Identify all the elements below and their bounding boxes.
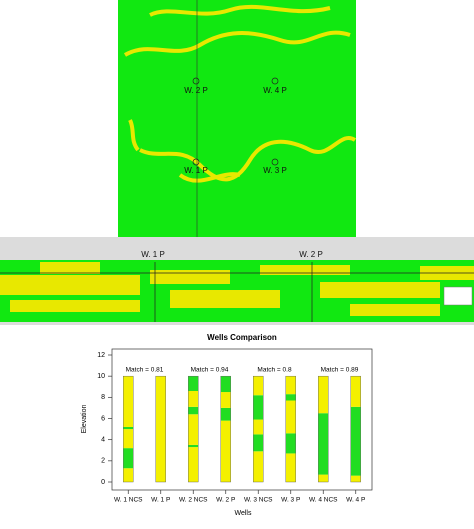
bar-segment — [285, 394, 296, 401]
x-tick-label: W. 2 NCS — [179, 497, 208, 504]
x-tick-label: W. 1 NCS — [114, 497, 143, 504]
bar-outline — [188, 375, 199, 483]
bar-outline — [318, 375, 329, 483]
bar-segment — [253, 376, 264, 396]
y-tick-label: 6 — [101, 415, 105, 422]
bar-segment — [188, 376, 199, 391]
bar-segment — [285, 433, 296, 454]
channels — [123, 4, 357, 183]
annotation: Match = 0.89 — [321, 367, 359, 374]
y-tick-label: 10 — [97, 373, 105, 380]
bar-outline — [220, 375, 231, 483]
annotation: Match = 0.94 — [191, 367, 229, 374]
bar-segment — [123, 426, 134, 430]
bar-outline — [123, 375, 134, 483]
y-tick-label: 8 — [101, 394, 105, 401]
bar-segment — [350, 475, 361, 482]
y-axis-label: Elevation — [81, 404, 88, 433]
annotation: Match = 0.81 — [126, 367, 164, 374]
bar-segment — [253, 419, 264, 435]
bar-segment — [220, 392, 231, 408]
y-tick-label: 0 — [101, 479, 105, 486]
bar-segment — [188, 444, 199, 448]
section-label: W. 1 P — [141, 250, 165, 259]
bar-segment — [285, 453, 296, 482]
bar-segment — [220, 420, 231, 482]
map-label: W. 4 P — [263, 86, 287, 95]
bar-segment — [350, 376, 361, 407]
x-tick-label: W. 4 P — [346, 497, 365, 504]
map-label: W. 3 P — [263, 166, 287, 175]
bar-outline — [285, 375, 296, 483]
section-sands — [0, 262, 474, 316]
bar-segment — [220, 407, 231, 421]
bar-segment — [285, 400, 296, 434]
bar-segment — [285, 376, 296, 395]
bar-segment — [253, 395, 264, 420]
x-tick-label: W. 2 P — [216, 497, 235, 504]
bar-segment — [318, 413, 329, 475]
section-label: W. 2 P — [299, 250, 323, 259]
x-tick-label: W. 4 NCS — [309, 497, 338, 504]
bar-segment — [253, 434, 264, 452]
bar-segment — [155, 376, 166, 482]
section-legend — [443, 286, 473, 306]
y-tick-label: 4 — [101, 437, 105, 444]
map-background — [118, 0, 356, 237]
x-tick-label: W. 3 NCS — [244, 497, 273, 504]
map-label: W. 2 P — [184, 86, 208, 95]
bar-segment — [188, 447, 199, 482]
well-markers — [192, 77, 279, 166]
map-label: W. 1 P — [184, 166, 208, 175]
annotation: Match = 0.8 — [257, 367, 292, 374]
bar-segment — [350, 406, 361, 476]
y-tick-label: 2 — [101, 458, 105, 465]
bar-segment — [220, 376, 231, 393]
x-axis-label: Wells — [235, 510, 252, 517]
bar-segment — [123, 429, 134, 449]
bar-outline — [350, 375, 361, 483]
bar-segment — [123, 468, 134, 482]
bar-outline — [253, 375, 264, 483]
plot-frame — [111, 348, 373, 491]
bar-segment — [318, 376, 329, 414]
bar-segment — [123, 376, 134, 427]
chart-title: Wells Comparison — [207, 333, 277, 342]
bar-segment — [188, 390, 199, 407]
bar-segment — [188, 406, 199, 415]
bar-segment — [253, 451, 264, 482]
y-tick-label: 12 — [97, 352, 105, 359]
bar-segment — [188, 414, 199, 445]
bar-outline — [155, 375, 166, 483]
bar-segment — [123, 448, 134, 469]
bar-segment — [318, 474, 329, 482]
x-tick-label: W. 3 P — [281, 497, 300, 504]
x-tick-label: W. 1 P — [151, 497, 170, 504]
